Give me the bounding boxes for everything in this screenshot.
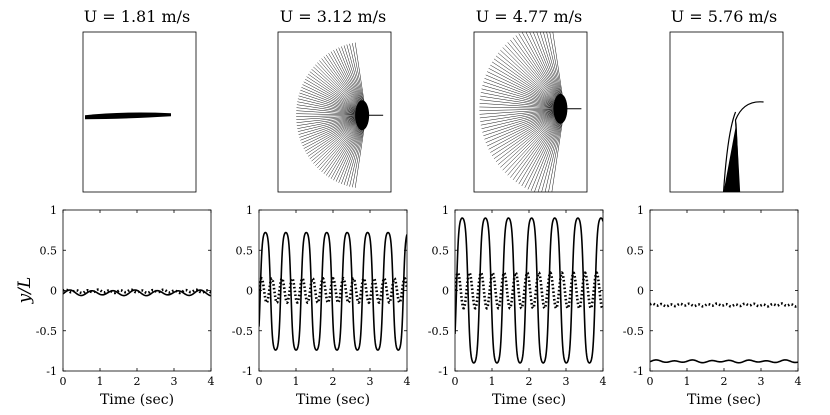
y-tick-label: 0.5 (432, 244, 450, 257)
x-tick-label: 0 (647, 375, 654, 388)
x-tick-label: 2 (721, 375, 728, 388)
x-tick-label: 3 (367, 375, 374, 388)
y-tick-label: 0 (442, 285, 449, 298)
series-line-solid (650, 359, 798, 364)
snapshot-frame (473, 31, 588, 193)
panel-2: U = 3.12 m/s 0 1 2 3 4 1 0.5 0 -0.5 -1 Time (sec) (232, 7, 411, 408)
y-tick-label: -1 (633, 365, 644, 378)
x-axis-label: Time (sec) (687, 392, 761, 408)
x-tick-label: 3 (563, 375, 570, 388)
series-line-dotted (63, 288, 211, 295)
flag-snapshot-4 (723, 122, 740, 192)
y-tick-label: 1 (246, 204, 253, 217)
series-line-solid (259, 231, 407, 351)
x-tick-label: 3 (171, 375, 178, 388)
y-tick-label: -0.5 (428, 325, 449, 338)
x-axis-label: Time (sec) (100, 392, 174, 408)
flag-snapshot-1 (85, 112, 171, 120)
snapshot-frame (82, 31, 197, 193)
y-tick-label: 1 (50, 204, 57, 217)
panel-title: U = 4.77 m/s (476, 7, 583, 26)
x-tick-label: 3 (758, 375, 765, 388)
series-line-dotted (455, 270, 603, 311)
series-line-dotted (259, 276, 407, 305)
y-tick-label: -1 (46, 365, 57, 378)
y-tick-label: 0 (637, 285, 644, 298)
y-tick-label: -1 (242, 365, 253, 378)
x-tick-label: 4 (795, 375, 802, 388)
snapshot-frame (669, 31, 784, 193)
x-axis-label: Time (sec) (492, 392, 566, 408)
series-line-dotted (650, 302, 798, 308)
x-tick-label: 2 (526, 375, 533, 388)
panel-title: U = 3.12 m/s (280, 7, 387, 26)
y-tick-label: 0.5 (40, 244, 58, 257)
y-tick-label: 0.5 (236, 244, 254, 257)
y-tick-label: -0.5 (623, 325, 644, 338)
x-tick-label: 2 (330, 375, 337, 388)
series-line-solid (455, 217, 603, 364)
plot-frame (649, 209, 799, 372)
panel-4: U = 5.76 m/s 0 1 2 3 4 1 0.5 0 -0.5 -1 Time (sec) (623, 7, 802, 408)
x-tick-label: 1 (97, 375, 104, 388)
y-tick-label: -0.5 (36, 325, 57, 338)
x-tick-label: 0 (60, 375, 67, 388)
x-tick-label: 4 (600, 375, 607, 388)
y-tick-label: 0.5 (627, 244, 645, 257)
x-axis-label: Time (sec) (296, 392, 370, 408)
y-axis-label: y/L (15, 277, 35, 305)
x-tick-label: 0 (452, 375, 459, 388)
y-tick-label: -1 (438, 365, 449, 378)
x-tick-label: 4 (404, 375, 411, 388)
panel-3: U = 4.77 m/s 0 1 2 3 4 1 0.5 0 -0.5 -1 Time (sec) (428, 7, 607, 408)
y-tick-label: -0.5 (232, 325, 253, 338)
y-tick-label: 1 (442, 204, 449, 217)
x-tick-label: 1 (489, 375, 496, 388)
x-tick-label: 1 (293, 375, 300, 388)
series-line-solid (63, 289, 211, 297)
panel-1: U = 1.81 m/s 0 1 2 3 4 1 0.5 0 -0.5 -1 Time (sec) (36, 7, 215, 408)
x-tick-label: 1 (684, 375, 691, 388)
y-tick-label: 0 (246, 285, 253, 298)
y-tick-label: 1 (637, 204, 644, 217)
x-tick-label: 2 (134, 375, 141, 388)
y-tick-label: 0 (50, 285, 57, 298)
x-tick-label: 4 (208, 375, 215, 388)
x-tick-label: 0 (256, 375, 263, 388)
panel-title: U = 1.81 m/s (84, 7, 191, 26)
panel-title: U = 5.76 m/s (671, 7, 778, 26)
